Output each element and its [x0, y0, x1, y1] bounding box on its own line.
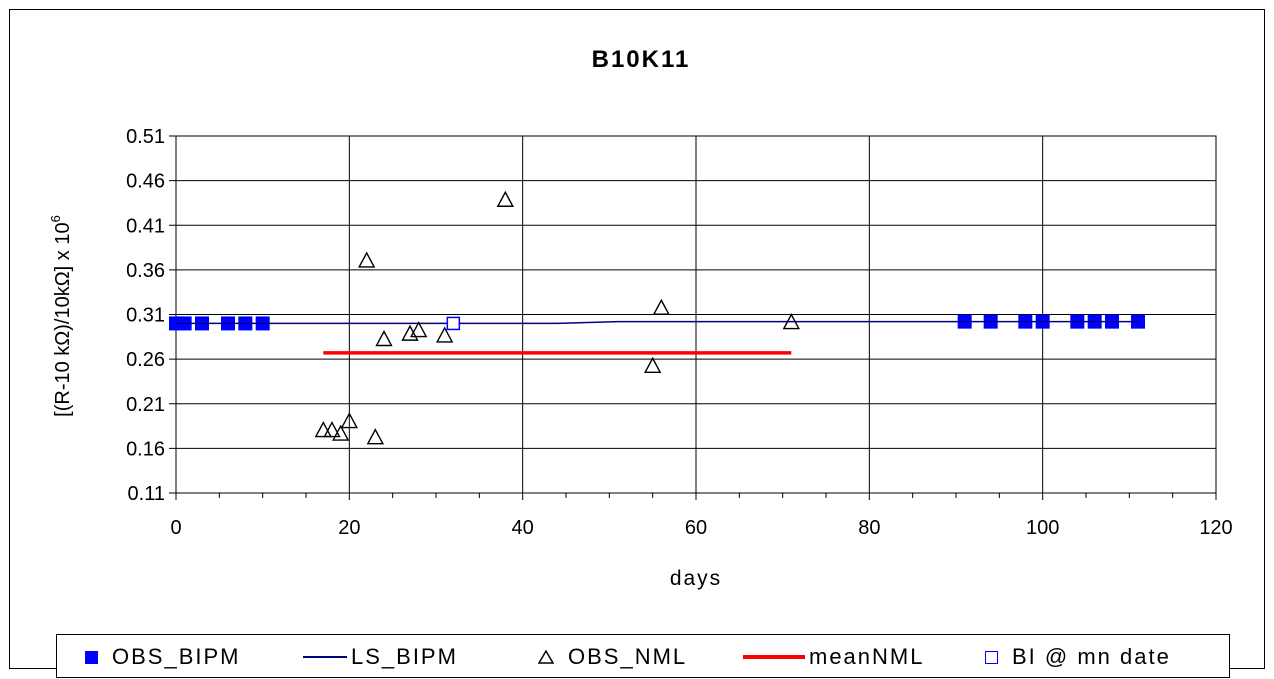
x-tick-label: 0 — [170, 517, 181, 539]
x-tick-label: 20 — [338, 517, 360, 539]
x-tick-label: 60 — [685, 517, 707, 539]
x-tick-label: 120 — [1199, 517, 1232, 539]
legend-item-obs-nml: OBS_NML — [538, 635, 687, 679]
point-obs-nml — [409, 321, 428, 338]
y-axis-label: [(R-10 kΩ)/10kΩ] x 106 — [48, 215, 74, 417]
x-axis-label: days — [670, 567, 722, 590]
point-obs-nml — [375, 330, 393, 347]
y-tick-label: 0.11 — [128, 483, 165, 505]
legend-label-mean-nml: meanNML — [809, 644, 925, 669]
point-obs-nml — [366, 428, 385, 445]
y-tick-label: 0.16 — [126, 438, 165, 460]
x-tick-label: 40 — [512, 517, 534, 539]
legend-label-obs-bipm: OBS_BIPM — [112, 644, 241, 669]
legend-label-ls-bipm: LS_BIPM — [351, 644, 458, 669]
legend-item-obs-bipm: OBS_BIPM — [85, 635, 240, 679]
legend-item-ls-bipm: LS_BIPM — [303, 635, 458, 679]
point-obs-nml — [323, 421, 341, 438]
point-obs-nml — [314, 421, 333, 438]
point-obs-nml — [496, 190, 515, 207]
grid-layer — [175, 135, 1217, 494]
point-obs-nml — [643, 356, 662, 373]
axis-layer: 0.11 0.16 0.21 0.26 0.31 0.36 0.41 0.46 0.51 0 20 4… — [126, 126, 1233, 539]
point-obs-nml — [652, 298, 671, 315]
point-bi-mn-date — [446, 316, 461, 331]
legend: OBS_BIPM LS_BIPM OBS_NML meanNML BI @ mn… — [56, 634, 1230, 678]
point-obs-nml — [435, 326, 454, 343]
y-tick-label: 0.21 — [126, 394, 165, 416]
chart-title: B10K11 — [592, 46, 691, 73]
legend-item-bi-mn-date: BI @ mn date — [985, 635, 1171, 679]
line-icon — [743, 655, 805, 659]
open-square-icon — [985, 650, 998, 664]
point-obs-nml — [331, 424, 350, 441]
triangle-icon — [538, 650, 554, 664]
point-obs-nml — [782, 313, 801, 330]
y-tick-label: 0.26 — [126, 349, 165, 371]
point-obs-nml — [340, 412, 359, 429]
legend-label-bi-mn-date: BI @ mn date — [1012, 644, 1171, 669]
filled-square-icon — [85, 650, 98, 664]
series-layer — [169, 190, 1145, 445]
line-icon — [303, 656, 347, 658]
point-obs-nml — [357, 251, 376, 268]
y-axis-label-main: [(R-10 kΩ)/10kΩ] x 10 — [52, 222, 74, 416]
series-line-ls-bipm — [176, 320, 1138, 325]
legend-item-mean-nml: meanNML — [743, 635, 924, 679]
chart-frame: B10K11 0.11 0.16 0.21 0.26 0.31 0.36 0.41 0.46 0… — [9, 9, 1265, 678]
y-axis-label-superscript: 6 — [48, 215, 63, 222]
y-tick-label: 0.36 — [126, 260, 165, 282]
x-tick-label: 80 — [858, 517, 880, 539]
legend-label-obs-nml: OBS_NML — [568, 644, 688, 669]
chart-svg: B10K11 0.110.160.210.260.310.360.410.460… — [48, 46, 1233, 590]
y-tick-label: 0.31 — [126, 305, 165, 327]
x-tick-label: 100 — [1026, 517, 1059, 539]
y-tick-label: 0.41 — [126, 215, 165, 237]
y-tick-label: 0.46 — [126, 171, 165, 193]
y-tick-label: 0.51 — [126, 126, 165, 148]
